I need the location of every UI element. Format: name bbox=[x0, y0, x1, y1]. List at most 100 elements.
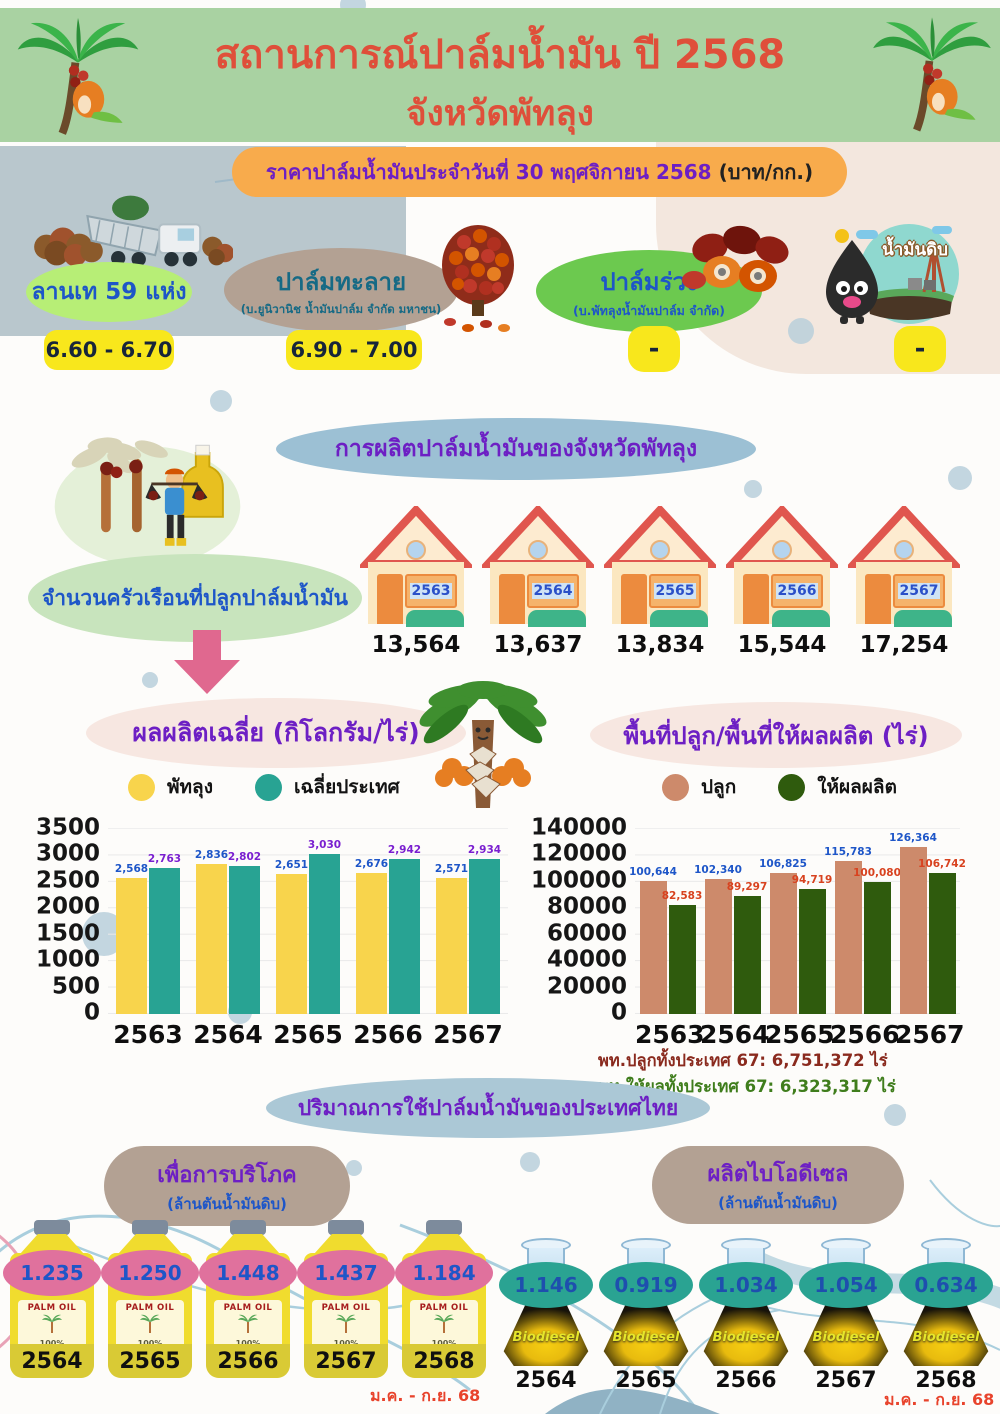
bottle-brand: PALM OIL bbox=[27, 1303, 77, 1313]
palm-tree-icon bbox=[873, 17, 991, 132]
y-tick-label: 120000 bbox=[530, 840, 627, 867]
x-tick-label: 2566 bbox=[353, 1020, 423, 1049]
price-card-bunch: ปาล์มทะลาย (บ.ยูนิวานิช น้ำมันปาล์ม จำกั… bbox=[224, 248, 458, 332]
house-year: 2565 bbox=[653, 582, 697, 600]
bar-ให้ผลผลิต-2563: 82,583 bbox=[662, 890, 702, 1014]
truck-unloading-image bbox=[34, 195, 233, 267]
bar-value-label: 106,825 bbox=[759, 857, 807, 870]
ramp-price-badge: 6.60 - 6.70 bbox=[44, 330, 174, 370]
bottle-label: PALM OIL 100% bbox=[312, 1300, 380, 1350]
bottle-year: 2566 bbox=[206, 1344, 290, 1378]
flask-year: 2568 bbox=[915, 1368, 977, 1393]
bar-value-label: 115,783 bbox=[824, 846, 872, 859]
palm-mascot-image bbox=[419, 681, 547, 808]
yield-bar-chart: 0 500 1000 1500 2000 2500 3000 3500 2,568 2,763 2… bbox=[36, 816, 510, 1058]
decor-circle bbox=[520, 1152, 540, 1172]
biodiesel-flask: Biodiesel 1.054 2567 bbox=[799, 1238, 893, 1394]
ramp-name: ลานเท 59 แห่ง bbox=[31, 279, 187, 305]
households-label: จำนวนครัวเรือนที่ปลูกปาล์มน้ำมัน bbox=[28, 554, 362, 642]
bottle-percent: 100% bbox=[312, 1339, 380, 1348]
price-date-banner: ราคาปาล์มน้ำมันประจำวันที่ 30 พฤศจิกายน … bbox=[232, 147, 847, 197]
y-tick-label: 3000 bbox=[35, 840, 100, 867]
bar-value-label: 100,644 bbox=[629, 866, 677, 879]
bar-value-label: 2,568 bbox=[114, 863, 149, 876]
y-tick-label: 3500 bbox=[35, 814, 100, 841]
biodiesel-flask: Biodiesel 1.146 2564 bbox=[499, 1238, 593, 1394]
bottle-brand: PALM OIL bbox=[223, 1303, 273, 1313]
legend-label: ให้ผลผลิต bbox=[817, 776, 897, 798]
flask-brand: Biodiesel bbox=[712, 1330, 780, 1345]
decor-circle bbox=[788, 318, 814, 344]
bar-เฉลี่ยประเทศ-2565: 3,030 bbox=[308, 839, 341, 1014]
bottle-cap-icon bbox=[230, 1220, 266, 1235]
legend-label: ปลูก bbox=[701, 776, 737, 798]
palm-oil-bottle: 1.437 PALM OIL 100% 2567 bbox=[297, 1220, 395, 1378]
bottle-label: PALM OIL 100% bbox=[410, 1300, 478, 1350]
household-item: 2563 13,564 bbox=[356, 504, 476, 658]
crude-oil-label: น้ำมันดิบ bbox=[882, 240, 948, 260]
bar-value-label: 100,080 bbox=[853, 866, 901, 879]
bottle-label: PALM OIL 100% bbox=[18, 1300, 86, 1350]
bar-ปลูก-2567: 126,364 bbox=[889, 832, 937, 1014]
consumption-period: ม.ค. - ก.ย. 68 bbox=[370, 1386, 481, 1405]
bar-group: 2,568 2,763 bbox=[115, 829, 181, 1014]
bunch-price-badge: 6.90 - 7.00 bbox=[286, 330, 422, 370]
legend-label: เฉลี่ยประเทศ bbox=[293, 776, 400, 798]
biodiesel-period: ม.ค. - ก.ย. 68 bbox=[884, 1390, 995, 1409]
consumption-panel-title: เพื่อการบริโภค (ล้านตันน้ำมันดิบ) bbox=[104, 1146, 350, 1226]
bar-พัทลุง-2563: 2,568 bbox=[115, 863, 148, 1014]
bar-ให้ผลผลิต-2566: 100,080 bbox=[853, 867, 901, 1014]
y-tick-label: 1000 bbox=[35, 946, 100, 973]
house-icon: 2567 bbox=[844, 504, 964, 627]
mini-palm-icon bbox=[238, 1314, 258, 1333]
bar-value-label: 2,942 bbox=[387, 843, 422, 856]
y-tick-label: 2000 bbox=[35, 893, 100, 920]
consumption-subtitle: (ล้านตันน้ำมันดิบ) bbox=[167, 1194, 287, 1213]
house-icon: 2565 bbox=[600, 504, 720, 627]
x-tick-label: 2564 bbox=[193, 1020, 263, 1049]
bottle-percent: 100% bbox=[410, 1339, 478, 1348]
x-tick-label: 2565 bbox=[765, 1020, 835, 1049]
bar-value-label: 3,030 bbox=[307, 838, 342, 851]
legend-item: เฉลี่ยประเทศ bbox=[254, 772, 400, 802]
decor-circle bbox=[744, 480, 762, 498]
bottle-brand: PALM OIL bbox=[321, 1303, 371, 1313]
bottle-year: 2564 bbox=[10, 1344, 94, 1378]
flask-year: 2564 bbox=[515, 1368, 577, 1393]
bottle-year: 2568 bbox=[402, 1344, 486, 1378]
bar-ปลูก-2563: 100,644 bbox=[629, 866, 677, 1014]
bar-value-label: 82,583 bbox=[661, 889, 703, 902]
bar-value-label: 106,742 bbox=[918, 857, 966, 870]
bottle-cap-icon bbox=[132, 1220, 168, 1235]
bottle-brand: PALM OIL bbox=[419, 1303, 469, 1313]
biodiesel-flasks-row: Biodiesel 1.146 2564 Biodiesel 0.919 256… bbox=[499, 1238, 996, 1394]
bunch-name: ปาล์มทะลาย bbox=[275, 267, 407, 296]
biodiesel-value: 1.054 bbox=[799, 1262, 893, 1308]
bar-พัทลุง-2566: 2,676 bbox=[355, 858, 388, 1014]
legend-label: พัทลุง bbox=[167, 776, 213, 798]
consumption-bottles-row: 1.235 PALM OIL 100% 2564 1.250 PALM OIL … bbox=[3, 1220, 493, 1378]
y-tick-label: 1500 bbox=[35, 920, 100, 947]
x-tick-label: 2567 bbox=[433, 1020, 503, 1049]
page-title: สถานการณ์ปาล์มน้ำมัน ปี 2568 bbox=[214, 32, 786, 78]
page-subtitle: จังหวัดพัทลุง bbox=[406, 94, 594, 134]
consumption-value: 1.448 bbox=[199, 1250, 297, 1296]
legend-item: พัทลุง bbox=[128, 772, 213, 802]
household-count: 15,544 bbox=[737, 632, 827, 658]
palm-tree-icon bbox=[17, 18, 139, 135]
decor-circle bbox=[142, 672, 158, 688]
y-tick-label: 80000 bbox=[546, 893, 627, 920]
consumption-value: 1.184 bbox=[395, 1250, 493, 1296]
loose-name: ปาล์มร่วง bbox=[600, 267, 698, 296]
decor-circle bbox=[346, 1160, 362, 1176]
flask-year: 2565 bbox=[615, 1368, 677, 1393]
loose-price-badge: - bbox=[628, 326, 680, 372]
plot-area: 100,644 82,583 102,340 89,297 106,825 94,719 1… bbox=[629, 828, 966, 1014]
y-axis: 0 500 1000 1500 2000 2500 3000 3500 bbox=[36, 816, 100, 1024]
house-year: 2563 bbox=[409, 582, 453, 600]
bottle-percent: 100% bbox=[18, 1339, 86, 1348]
house-icon: 2563 bbox=[356, 504, 476, 627]
x-tick-label: 2567 bbox=[895, 1020, 965, 1049]
crude-oil-mascot-image bbox=[826, 224, 959, 324]
